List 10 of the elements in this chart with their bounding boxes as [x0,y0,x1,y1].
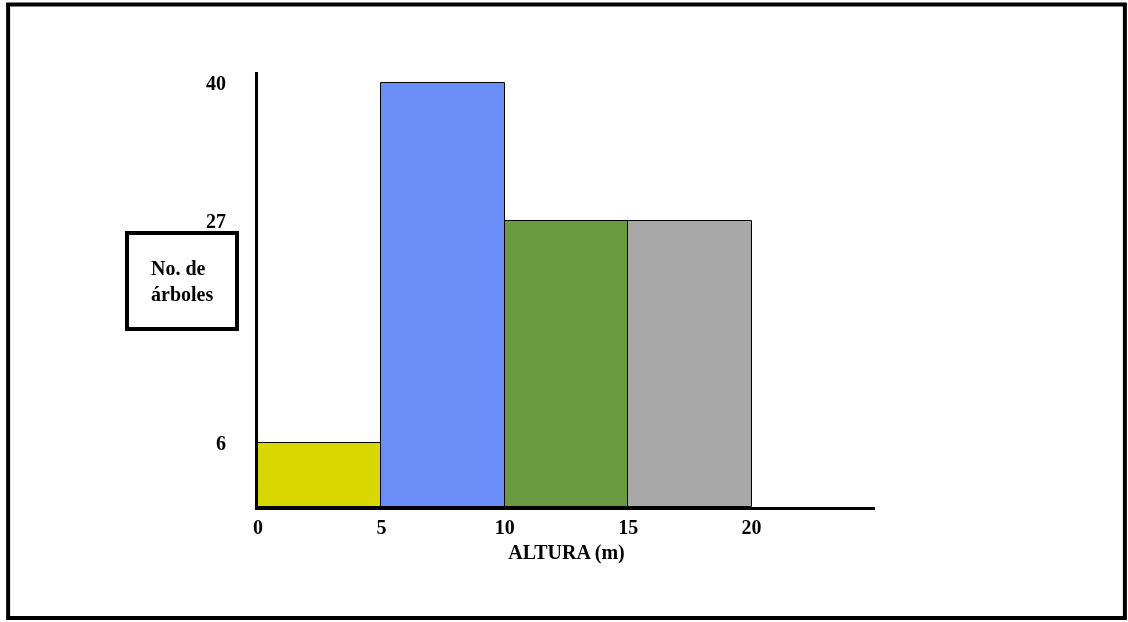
y-axis-title: No. de árboles [151,257,214,305]
x-tick-label: 20 [741,516,762,538]
x-tick-label: 10 [494,516,515,538]
x-axis-title: ALTURA (m) [508,540,625,564]
x-tick-label: 15 [618,516,639,538]
y-tick-label: 27 [206,209,226,232]
x-tick-label: 0 [253,516,263,538]
x-tick-label: 5 [376,516,387,538]
y-tick-label: 40 [206,71,226,94]
y-tick-label: 6 [216,432,226,455]
